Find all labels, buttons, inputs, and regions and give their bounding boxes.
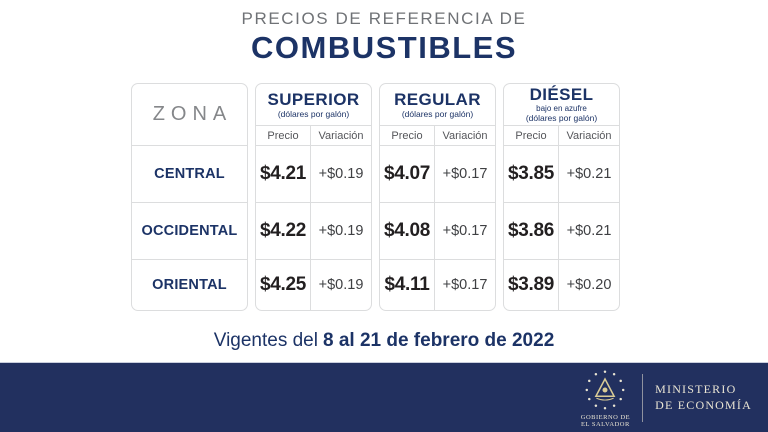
- superior-variation-label: Variación: [310, 126, 371, 145]
- regular-price-label: Precio: [391, 129, 423, 142]
- validity-period: Vigentes del 8 al 21 de febrero de 2022: [0, 330, 768, 352]
- superior-price-label: Precio: [267, 129, 299, 142]
- superior-name: SUPERIOR: [267, 89, 360, 109]
- regular-header: REGULAR (dólares por galón): [380, 84, 495, 125]
- title-subline: PRECIOS DE REFERENCIA DE: [241, 9, 527, 28]
- superior-price-oriental: $4.25: [260, 274, 307, 295]
- government-name: GOBIERNO DE EL SALVADOR: [581, 414, 630, 429]
- diesel-subheader: Precio Variación: [504, 125, 619, 145]
- diesel-variation-oriental: +$0.20: [558, 260, 619, 310]
- zone-column-header: ZONA: [152, 103, 233, 125]
- zone-label-occidental: OCCIDENTAL: [132, 202, 247, 259]
- diesel-column-card: DIÉSEL bajo en azufre (dólares por galón…: [503, 83, 620, 311]
- diesel-variation-label: Variación: [558, 126, 619, 145]
- diesel-unit: (dólares por galón): [525, 113, 598, 123]
- table-row: $3.86 +$0.21: [504, 202, 619, 259]
- table-row: $4.22 +$0.19: [256, 202, 371, 259]
- regular-price-occidental: $4.08: [384, 220, 431, 241]
- government-name-line2: EL SALVADOR: [581, 421, 630, 428]
- regular-subheader: Precio Variación: [380, 125, 495, 145]
- title-main: COMBUSTIBLES: [251, 30, 517, 65]
- regular-price-oriental: $4.11: [384, 274, 430, 295]
- regular-variation-central: +$0.17: [434, 146, 495, 202]
- superior-price-occidental: $4.22: [260, 220, 307, 241]
- regular-price-central: $4.07: [384, 163, 431, 184]
- superior-column-card: SUPERIOR (dólares por galón) Precio Vari…: [255, 83, 372, 311]
- regular-variation-occidental: +$0.17: [434, 203, 495, 259]
- table-row: $4.07 +$0.17: [380, 145, 495, 202]
- table-row: $4.11 +$0.17: [380, 259, 495, 310]
- superior-price-central: $4.21: [260, 163, 307, 184]
- table-row: $4.08 +$0.17: [380, 202, 495, 259]
- superior-unit: (dólares por galón): [277, 108, 350, 119]
- table-row: $3.89 +$0.20: [504, 259, 619, 310]
- superior-variation-occidental: +$0.19: [310, 203, 371, 259]
- table-row: $4.21 +$0.19: [256, 145, 371, 202]
- regular-unit: (dólares por galón): [401, 108, 474, 119]
- diesel-price-oriental: $3.89: [508, 274, 555, 295]
- diesel-price-central: $3.85: [508, 163, 555, 184]
- table-row: $4.25 +$0.19: [256, 259, 371, 310]
- superior-header: SUPERIOR (dólares por galón): [256, 84, 371, 125]
- diesel-header: DIÉSEL bajo en azufre (dólares por galón…: [504, 84, 619, 125]
- zone-label-oriental: ORIENTAL: [132, 259, 247, 310]
- diesel-variation-central: +$0.21: [558, 146, 619, 202]
- diesel-variation-occidental: +$0.21: [558, 203, 619, 259]
- zone-label-central: CENTRAL: [132, 145, 247, 202]
- zone-column-card: ZONA CENTRAL OCCIDENTAL ORIENTAL: [131, 83, 248, 311]
- superior-subheader: Precio Variación: [256, 125, 371, 145]
- superior-variation-oriental: +$0.19: [310, 260, 371, 310]
- regular-name: REGULAR: [394, 89, 481, 109]
- el-salvador-emblem-icon: [585, 370, 625, 409]
- fuel-price-table: ZONA CENTRAL OCCIDENTAL ORIENTAL SUPERIO…: [131, 83, 620, 311]
- regular-variation-oriental: +$0.17: [434, 260, 495, 310]
- ministry-name: MINISTERIO DE ECONOMÍA: [655, 382, 752, 413]
- regular-column-card: REGULAR (dólares por galón) Precio Varia…: [379, 83, 496, 311]
- diesel-subtitle: bajo en azufre: [536, 104, 587, 113]
- footer-bar: GOBIERNO DE EL SALVADOR MINISTERIO DE EC…: [0, 362, 768, 432]
- regular-variation-label: Variación: [434, 126, 495, 145]
- government-logo: GOBIERNO DE EL SALVADOR: [581, 367, 630, 429]
- validity-prefix: Vigentes del: [213, 330, 318, 351]
- diesel-name: DIÉSEL: [529, 85, 594, 104]
- government-name-line1: GOBIERNO DE: [580, 413, 631, 421]
- page-title: PRECIOS DE REFERENCIA DE COMBUSTIBLES: [0, 9, 768, 66]
- superior-variation-central: +$0.19: [310, 146, 371, 202]
- diesel-price-label: Precio: [515, 129, 547, 142]
- footer-divider: [642, 373, 644, 422]
- table-row: $3.85 +$0.21: [504, 145, 619, 202]
- diesel-price-occidental: $3.86: [508, 220, 555, 241]
- validity-dates: 8 al 21 de febrero de 2022: [322, 330, 555, 351]
- ministry-name-line1: MINISTERIO: [655, 382, 737, 396]
- ministry-name-line2: DE ECONOMÍA: [655, 397, 752, 412]
